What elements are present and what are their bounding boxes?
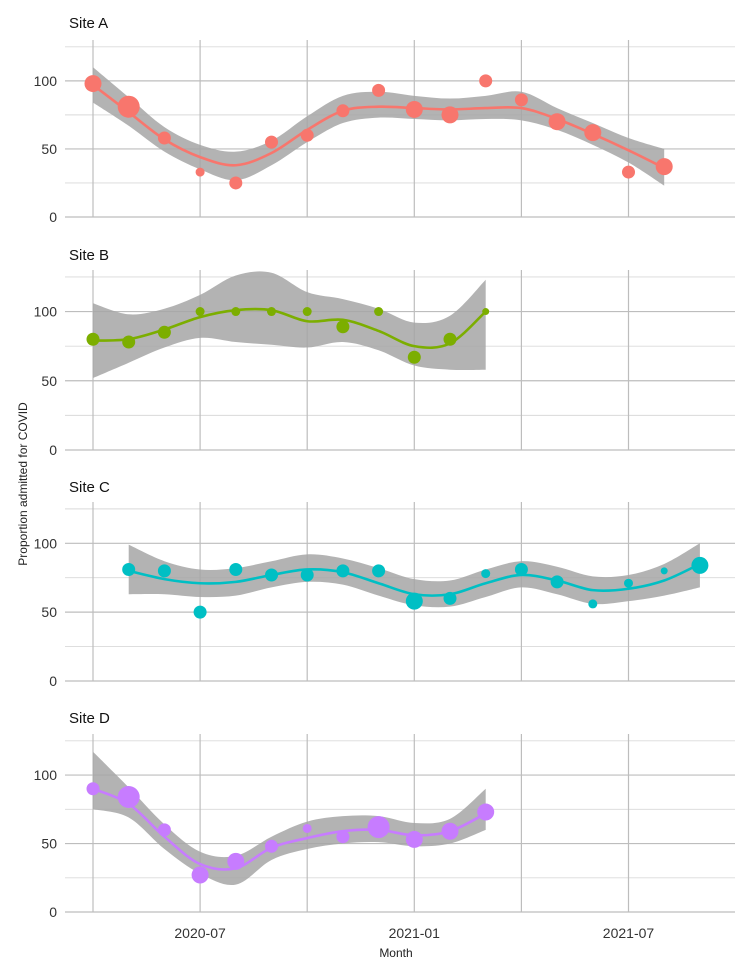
y-tick-label: 50 (41, 373, 57, 389)
data-point (117, 785, 140, 808)
data-point (193, 605, 207, 619)
y-tick-label: 0 (49, 209, 57, 225)
data-point (548, 113, 566, 131)
data-point (624, 578, 633, 588)
x-tick-label: 2020-07 (174, 925, 226, 941)
x-tick-label: 2021-07 (603, 925, 655, 941)
data-point (300, 568, 314, 582)
smooth-trend-line (92, 83, 665, 170)
data-point (336, 564, 350, 578)
data-point (479, 74, 493, 88)
data-point (372, 83, 386, 97)
panel-title: Site D (69, 710, 110, 727)
confidence-ribbon (93, 751, 486, 886)
data-point (302, 307, 312, 317)
data-point (550, 575, 564, 589)
data-point (302, 823, 312, 833)
data-point (265, 839, 278, 853)
data-point (300, 128, 314, 142)
data-point (195, 167, 205, 177)
data-point (157, 564, 171, 578)
data-point (157, 131, 171, 145)
data-point (231, 307, 241, 317)
data-point (477, 803, 495, 821)
data-point (372, 564, 386, 578)
data-point (122, 562, 136, 576)
data-point (481, 569, 491, 579)
y-tick-label: 100 (34, 304, 58, 320)
data-point (441, 822, 459, 840)
y-tick-label: 100 (34, 535, 58, 551)
data-point (265, 568, 278, 582)
data-point (691, 556, 709, 574)
data-point (267, 307, 276, 317)
data-point (122, 335, 136, 349)
y-tick-label: 0 (49, 442, 57, 458)
data-point (117, 95, 140, 118)
data-point (336, 104, 350, 118)
data-point (336, 320, 350, 334)
data-point (622, 165, 635, 179)
data-point (229, 562, 243, 576)
data-point (514, 562, 528, 576)
y-axis-title: Proportion admitted for COVID (16, 402, 30, 566)
data-point (405, 592, 423, 610)
y-tick-label: 0 (49, 904, 57, 920)
y-tick-label: 100 (34, 73, 58, 89)
data-point (229, 176, 243, 190)
panel-title: Site C (69, 479, 110, 496)
data-point (407, 350, 421, 364)
y-tick-label: 50 (41, 141, 57, 157)
x-axis-title: Month (379, 946, 412, 960)
data-point (655, 158, 673, 176)
data-point (482, 308, 490, 316)
data-point (441, 106, 459, 124)
confidence-ribbon (128, 543, 700, 608)
data-point (336, 830, 350, 844)
confidence-ribbon (93, 271, 486, 378)
data-point (191, 866, 209, 884)
y-tick-label: 0 (49, 673, 57, 689)
data-point (265, 135, 278, 149)
x-tick-label: 2021-01 (389, 925, 441, 941)
panel-title: Site A (69, 15, 108, 32)
data-point (86, 782, 100, 796)
data-point (405, 100, 423, 118)
y-tick-label: 50 (41, 836, 57, 852)
data-point (660, 567, 668, 575)
data-point (443, 332, 457, 346)
data-point (157, 325, 171, 339)
y-tick-label: 50 (41, 604, 57, 620)
data-point (367, 816, 390, 839)
data-point (374, 307, 384, 317)
data-point (227, 852, 245, 870)
data-point (405, 830, 423, 848)
data-point (584, 124, 602, 142)
data-point (86, 332, 100, 346)
data-point (514, 93, 528, 107)
panel-title: Site B (69, 247, 109, 264)
y-tick-label: 100 (34, 767, 58, 783)
data-point (157, 823, 171, 837)
data-point (588, 599, 598, 609)
data-point (443, 591, 457, 605)
data-point (84, 75, 102, 93)
data-point (195, 307, 205, 317)
